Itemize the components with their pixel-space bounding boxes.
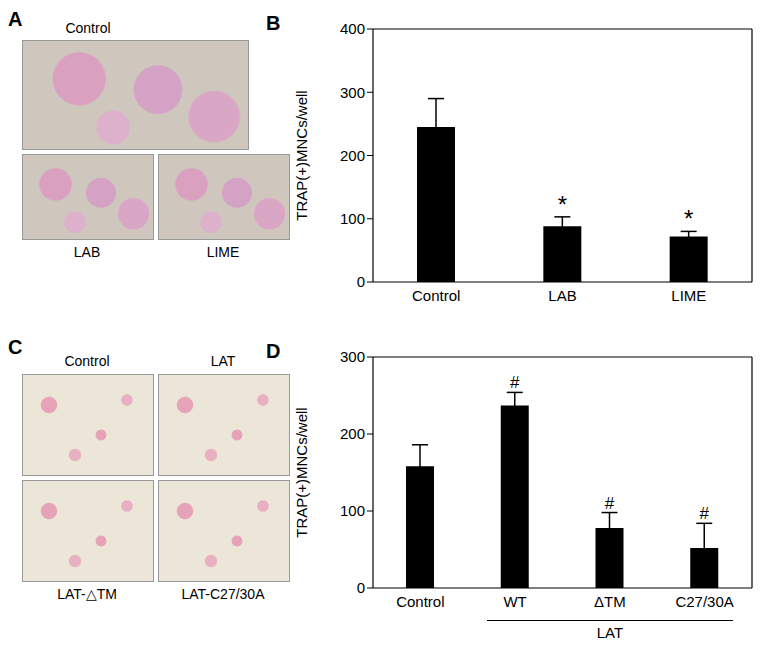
html-text:Control: Control [64, 353, 110, 369]
html-text:Control: Control [65, 20, 111, 36]
svg-text:0: 0 [357, 273, 365, 290]
svg-text:#: # [700, 504, 710, 523]
svg-text:200: 200 [340, 147, 365, 164]
html-text:D: D [266, 340, 281, 362]
html-text:A: A [8, 8, 23, 30]
html-text:B: B [266, 12, 281, 34]
svg-text:Control: Control [412, 287, 460, 304]
svg-text:Control: Control [396, 593, 444, 610]
html-text:LAT: LAT [596, 624, 624, 641]
html-text:LAT-△TM: LAT-△TM [57, 586, 117, 602]
html-text:C: C [8, 336, 23, 358]
svg-text:0: 0 [357, 579, 365, 596]
html-text:LAB: LAB [73, 244, 101, 260]
svg-text:#: # [510, 373, 520, 392]
svg-text:300: 300 [340, 84, 365, 101]
svg-text:C27/30A: C27/30A [675, 593, 733, 610]
svg-text:LIME: LIME [671, 287, 706, 304]
svg-text:WT: WT [503, 593, 526, 610]
svg-text:LAB: LAB [548, 287, 576, 304]
svg-text:#: # [605, 494, 615, 513]
html-text:LIME: LIME [206, 244, 240, 260]
svg-text:TRAP(+)MNCs/well: TRAP(+)MNCs/well [293, 90, 310, 220]
svg-text:*: * [684, 205, 693, 232]
svg-text:TRAP(+)MNCs/well: TRAP(+)MNCs/well [293, 407, 310, 537]
svg-text:400: 400 [340, 20, 365, 37]
svg-text:100: 100 [340, 502, 365, 519]
html-text:LAT: LAT [210, 353, 236, 369]
svg-text:300: 300 [340, 348, 365, 365]
svg-text:*: * [558, 191, 567, 218]
svg-text:ΔTM: ΔTM [594, 593, 626, 610]
html-text:LAT-C27/30A: LAT-C27/30A [181, 586, 265, 602]
svg-text:200: 200 [340, 425, 365, 442]
svg-text:100: 100 [340, 210, 365, 227]
